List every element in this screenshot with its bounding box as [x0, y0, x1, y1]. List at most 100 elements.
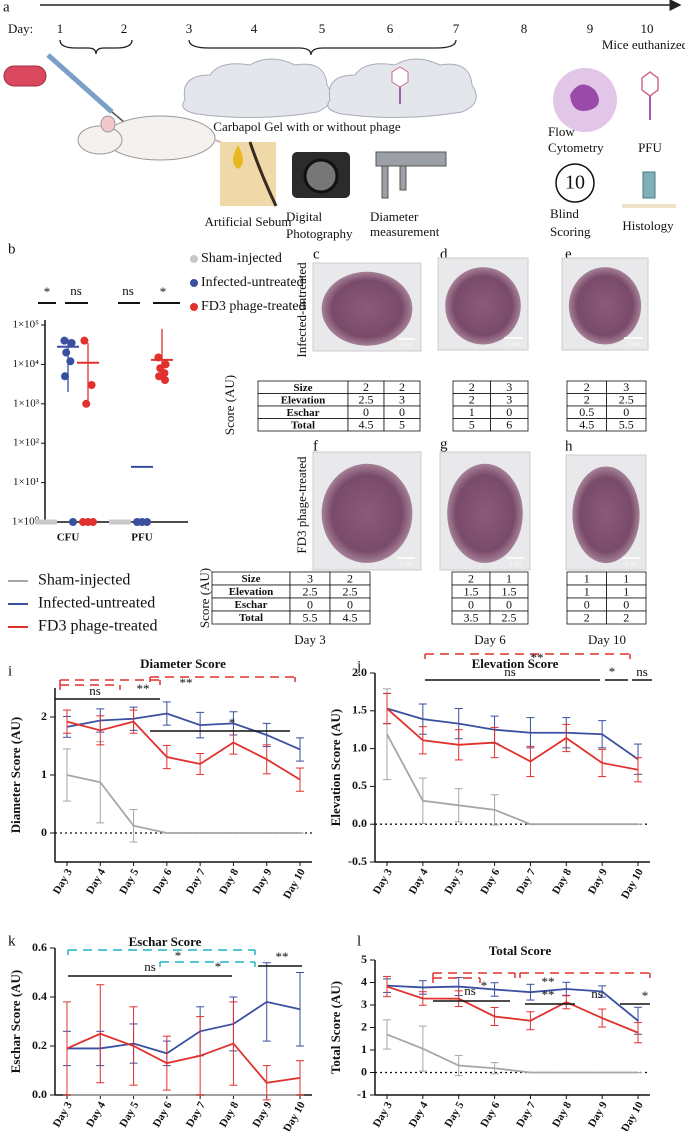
y-tick-label: 2	[41, 709, 47, 723]
euthanized-label: Mice euthanized	[602, 37, 685, 52]
caliper-jaw	[381, 165, 389, 199]
panel-letter: k	[8, 933, 16, 949]
data-point	[161, 376, 169, 385]
data-point	[87, 381, 96, 390]
table-value: 3	[399, 393, 405, 407]
data-point	[62, 348, 71, 357]
table-value: 0	[623, 405, 629, 419]
histology-icon	[642, 171, 656, 199]
table-value: 1	[623, 584, 629, 598]
x-tick-label: Day 10	[281, 1099, 308, 1131]
y-tick-label: 1×10¹	[13, 476, 39, 488]
x-tick-label: Day 9	[251, 866, 275, 896]
significance: ns	[144, 959, 156, 974]
syringe-needle	[111, 111, 125, 123]
scale-bar-label: 5 cm	[507, 341, 519, 347]
x-tick-label: Day 7	[514, 866, 538, 896]
x-tick-label: CFU	[57, 532, 80, 544]
x-tick-label: Day 3	[51, 1099, 75, 1129]
table-value: 0.5	[579, 405, 594, 419]
table-value: 6	[506, 418, 512, 432]
y-tick-label: -0.5	[348, 854, 367, 868]
series-line	[66, 1032, 301, 1084]
day-number: 1	[57, 21, 64, 36]
significance: *	[175, 948, 182, 963]
series-line	[66, 774, 300, 834]
significance: *	[44, 284, 51, 299]
table-value: 0	[623, 597, 629, 611]
significance: **	[542, 974, 555, 989]
day-caption: Day 3	[294, 632, 325, 647]
chart-title: Diameter Score	[140, 656, 226, 671]
x-tick-label: Day 9	[251, 1099, 275, 1129]
diameter-label: measurement	[370, 224, 440, 239]
scale-bar-label: 5 cm	[400, 342, 412, 348]
x-tick-label: Day 4	[84, 866, 108, 896]
day-number: 6	[387, 21, 394, 36]
wound	[321, 271, 413, 346]
wound	[568, 267, 642, 345]
camera-lens	[303, 158, 339, 194]
x-tick-label: Day 4	[84, 1099, 108, 1129]
gel-icon	[327, 58, 477, 119]
x-tick-label: Day 9	[586, 1099, 610, 1129]
series-line	[386, 733, 638, 826]
table-value: 2.5	[619, 393, 634, 407]
table-value: 2	[468, 571, 474, 585]
legend-label: Sham-injected	[201, 251, 282, 266]
scoring-circle	[555, 163, 595, 203]
table-value: 4.5	[343, 610, 358, 624]
y-tick-label: 0	[361, 1064, 367, 1078]
scoring-label: Scoring	[550, 224, 591, 239]
x-tick-label: Day 10	[619, 1099, 646, 1131]
table-value: 5.5	[619, 418, 634, 432]
significance: *	[160, 284, 167, 299]
day-number: 8	[521, 21, 528, 36]
x-tick-label: Day 5	[117, 1099, 141, 1129]
chart-title: Elevation Score	[472, 656, 559, 671]
table-value: 1	[584, 584, 590, 598]
day-number: 4	[251, 21, 258, 36]
panel-letter: f	[313, 438, 318, 454]
y-tick-label: 0.5	[352, 778, 367, 792]
photo-label: Digital	[286, 209, 322, 224]
caliper-jaw	[399, 165, 407, 191]
wound	[572, 466, 640, 564]
y-tick-label: -1	[357, 1087, 367, 1101]
y-tick-label: 1	[41, 767, 47, 781]
legend-marker	[190, 255, 198, 263]
data-point	[80, 336, 89, 345]
syringe-icon	[46, 53, 114, 114]
day-number: 7	[453, 21, 460, 36]
chart-title: Total Score	[489, 943, 552, 958]
significance: **	[542, 987, 555, 1002]
x-tick-label: Day 8	[550, 1099, 574, 1129]
flow-label: Flow	[548, 124, 575, 139]
pfu-label: PFU	[638, 140, 662, 155]
day-number: 5	[319, 21, 326, 36]
x-tick-label: Day 3	[371, 866, 395, 896]
table-value: 2	[584, 610, 590, 624]
table-cell	[490, 418, 529, 432]
score-label: Score (AU)	[222, 375, 237, 435]
table-value: 1	[469, 405, 475, 419]
table-value: 4.5	[579, 418, 594, 432]
histology-label: Histology	[622, 218, 674, 233]
x-tick-label: Day 10	[619, 866, 646, 901]
table-cell	[606, 610, 647, 625]
significance: ns	[636, 664, 648, 679]
panel-letter: c	[313, 246, 320, 262]
brace	[59, 39, 133, 55]
x-tick-label: Day 8	[217, 1099, 241, 1129]
hair-icon	[248, 141, 278, 207]
day-caption: Day 10	[588, 632, 626, 647]
table-value: 3	[506, 393, 512, 407]
table-value: 2.5	[303, 584, 318, 598]
row-label: Elevation	[281, 394, 326, 406]
day-label: Day:	[8, 21, 33, 36]
table-value: 5.5	[303, 610, 318, 624]
row-label: Size	[242, 573, 261, 585]
series-line	[66, 712, 301, 751]
gel-icon	[182, 58, 332, 119]
x-tick-label: Day 5	[117, 866, 141, 896]
